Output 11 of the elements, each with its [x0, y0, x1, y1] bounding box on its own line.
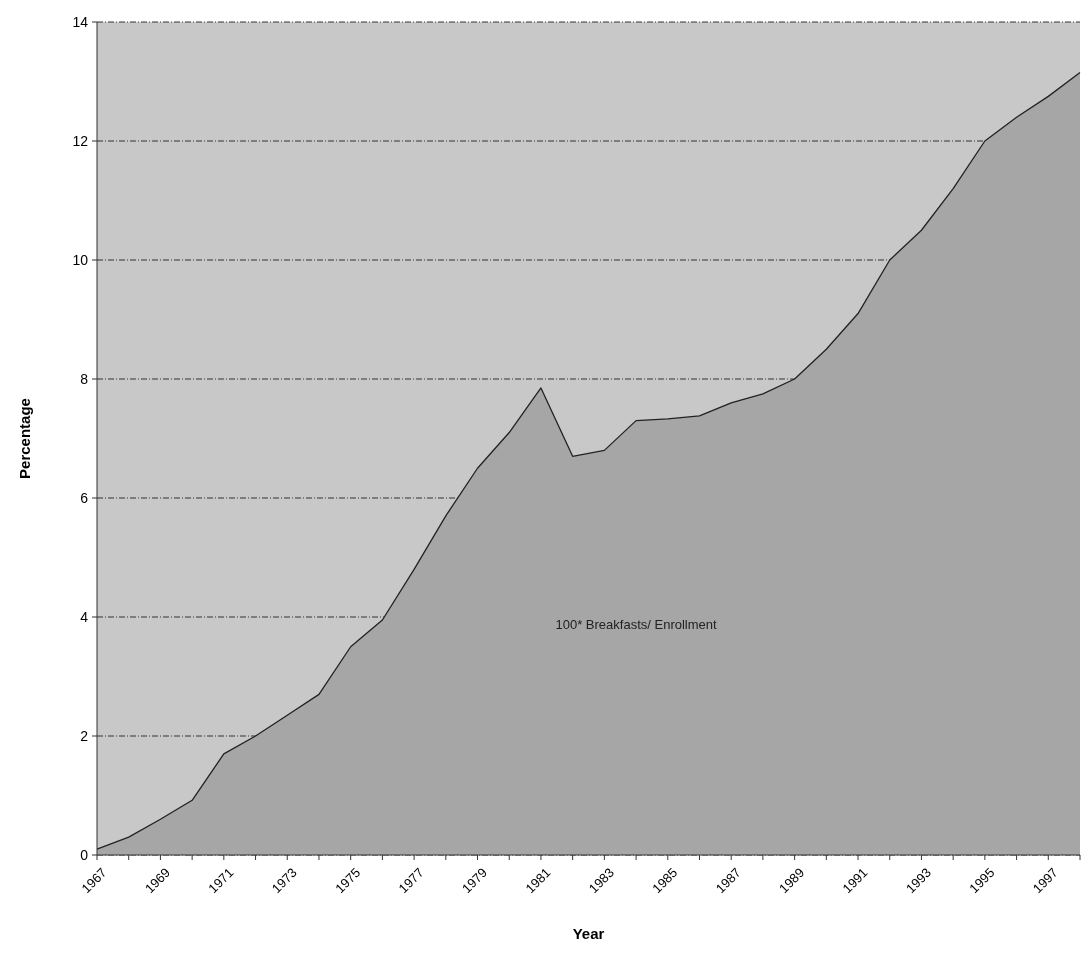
series-label: 100* Breakfasts/ Enrollment	[555, 617, 718, 633]
y-tick-label: 10	[72, 251, 89, 268]
y-tick-label: 14	[72, 13, 89, 30]
y-tick-label: 12	[72, 132, 89, 149]
y-tick-label: 2	[80, 727, 89, 744]
x-axis-title: Year	[572, 925, 605, 942]
y-axis-title: Percentage	[16, 398, 33, 479]
y-tick-label: 8	[80, 370, 89, 387]
y-tick-label: 4	[80, 608, 89, 625]
y-tick-label: 0	[80, 846, 89, 863]
y-tick-label: 6	[80, 489, 89, 506]
